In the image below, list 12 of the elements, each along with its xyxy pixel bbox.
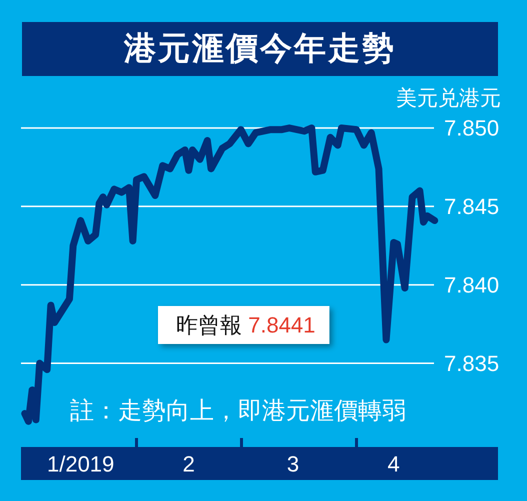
chart-title: 港元滙價今年走勢 — [22, 22, 498, 76]
x-tick-label: 1/2019 — [46, 452, 114, 476]
y-tick-label: 7.850 — [444, 116, 500, 140]
x-tick-label: 2 — [182, 452, 195, 476]
y-tick-label: 7.845 — [444, 194, 500, 219]
x-tick-label: 3 — [286, 452, 300, 476]
y-tick-label: 7.840 — [444, 272, 500, 298]
x-tick-label: 4 — [388, 452, 400, 476]
y-axis-title: 美元兑港元 — [396, 87, 501, 110]
y-tick-label: 7.835 — [444, 350, 500, 376]
annotation: 昨曾報 7.8441 — [176, 312, 316, 338]
annotation: 註：走勢向上，即港元滙價轉弱 — [70, 398, 406, 424]
